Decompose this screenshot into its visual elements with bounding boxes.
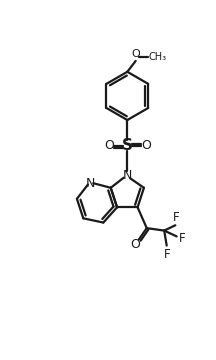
Text: O: O	[141, 139, 151, 152]
Text: O: O	[130, 238, 140, 251]
Text: S: S	[122, 138, 133, 153]
Text: F: F	[173, 211, 179, 224]
Text: O: O	[104, 139, 114, 152]
Text: N: N	[123, 169, 132, 182]
Text: F: F	[179, 231, 186, 244]
Text: F: F	[163, 248, 170, 261]
Text: N: N	[86, 177, 95, 190]
Text: O: O	[131, 49, 140, 59]
Text: CH₃: CH₃	[149, 52, 167, 62]
